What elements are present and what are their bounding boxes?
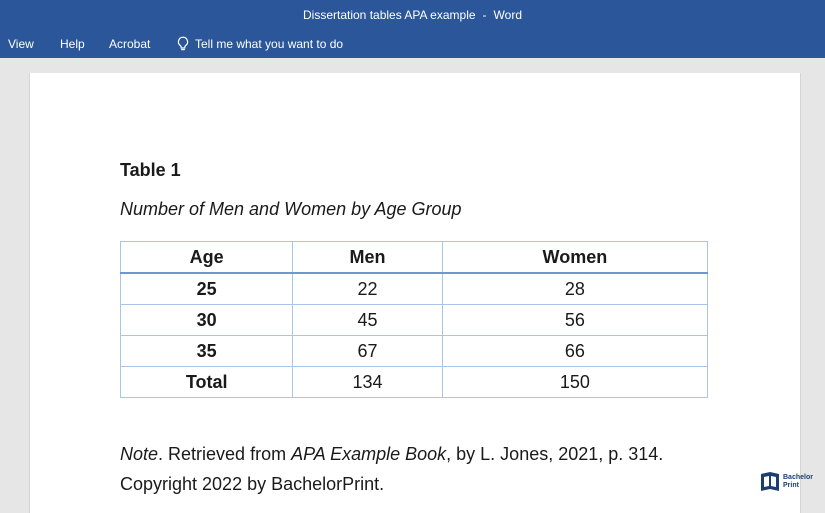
table-header-row: Age Men Women — [119, 241, 709, 274]
row-age-cell: 25 — [119, 272, 294, 305]
row-men-cell: 45 — [292, 304, 443, 336]
note-text-1: . Retrieved from — [158, 444, 292, 464]
lightbulb-icon — [177, 36, 189, 51]
note-text-2: , by L. Jones, 2021, p. 314. — [446, 444, 664, 464]
row-women-cell: 28 — [441, 272, 709, 305]
table-title: Number of Men and Women by Age Group — [120, 199, 462, 219]
row-women-cell: 66 — [441, 335, 709, 367]
tell-me-search[interactable]: Tell me what you want to do — [176, 30, 343, 58]
row-age-cell: 35 — [119, 335, 294, 367]
ribbon-menu: View Help Acrobat Tell me what you want … — [0, 30, 825, 58]
note-book-title: APA Example Book — [291, 444, 447, 464]
data-table: Age Men Women 25 22 28 30 45 56 35 67 66 — [119, 241, 709, 398]
row-women-cell: 150 — [441, 366, 709, 398]
table-row: 25 22 28 — [119, 272, 709, 305]
logo-wordmark: Bachelor Print — [783, 474, 813, 490]
book-logo-icon — [761, 472, 779, 491]
table-note: Note. Retrieved from APA Example Book, b… — [120, 439, 663, 499]
title-bar: Dissertation tables APA example - Word — [0, 0, 825, 30]
menu-view[interactable]: View — [8, 37, 34, 51]
bachelorprint-logo: Bachelor Print — [760, 468, 825, 496]
note-label: Note — [120, 444, 159, 464]
row-men-cell: 134 — [292, 366, 443, 398]
table-row-total: Total 134 150 — [119, 366, 709, 398]
row-men-cell: 67 — [292, 335, 443, 367]
header-age: Age — [119, 241, 294, 274]
table-number: Table 1 — [120, 160, 181, 180]
logo-line-1: Bachelor — [783, 474, 813, 481]
row-age-cell: 30 — [119, 304, 294, 336]
logo-line-2: Print — [783, 482, 799, 489]
row-men-cell: 22 — [292, 272, 443, 305]
header-men: Men — [292, 241, 443, 274]
menu-help[interactable]: Help — [60, 37, 85, 51]
note-copyright: Copyright 2022 by BachelorPrint. — [120, 474, 385, 494]
row-age-cell: Total — [119, 366, 294, 398]
app-name: Word — [493, 8, 522, 22]
row-women-cell: 56 — [441, 304, 709, 336]
document-name: Dissertation tables APA example — [303, 8, 476, 22]
table-row: 30 45 56 — [119, 304, 709, 336]
note-line-1: Note. Retrieved from APA Example Book, b… — [120, 439, 663, 469]
title-separator: - — [482, 8, 487, 22]
menu-acrobat[interactable]: Acrobat — [109, 37, 151, 51]
tell-me-label: Tell me what you want to do — [195, 37, 344, 51]
header-women: Women — [441, 241, 709, 274]
document-page: Table 1 Number of Men and Women by Age G… — [29, 73, 801, 513]
table-row: 35 67 66 — [119, 335, 709, 367]
